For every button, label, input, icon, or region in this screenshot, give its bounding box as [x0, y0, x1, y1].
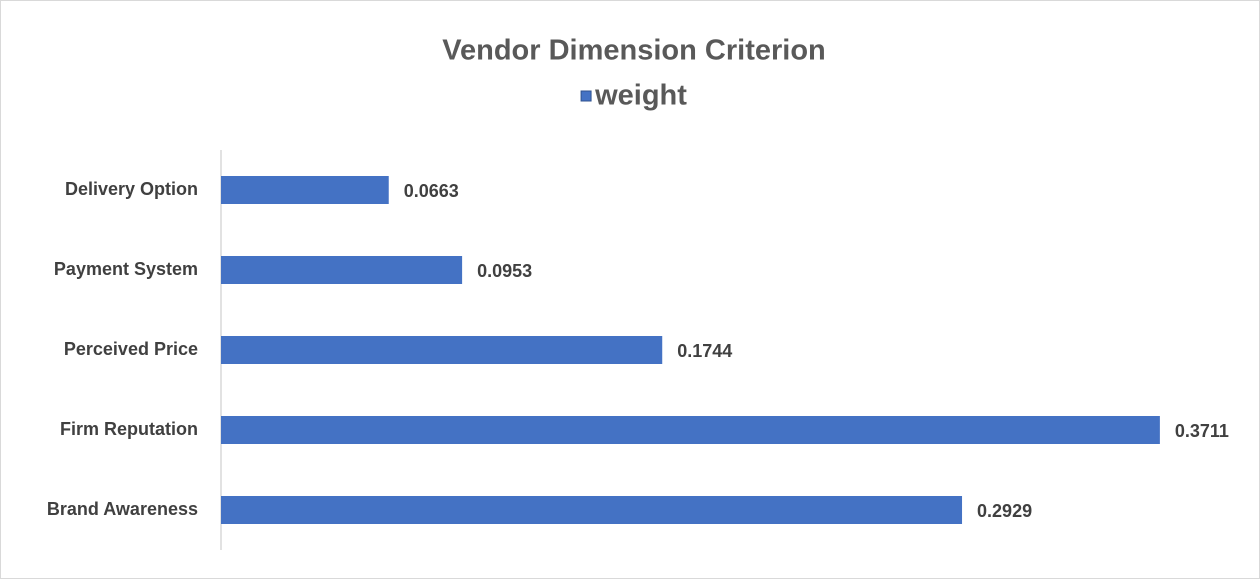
y-tick-label: Delivery Option: [65, 179, 198, 199]
value-label: 0.2929: [977, 501, 1032, 521]
bar: [221, 416, 1160, 444]
value-label: 0.0663: [404, 181, 459, 201]
bar: [221, 176, 389, 204]
value-label: 0.0953: [477, 261, 532, 281]
bar: [221, 256, 463, 284]
legend-swatch: [580, 90, 592, 102]
value-label: 0.1744: [677, 341, 732, 361]
bar: [221, 336, 663, 364]
y-tick-label: Brand Awareness: [47, 499, 198, 519]
value-label: 0.3711: [1175, 421, 1229, 441]
chart-title: Vendor Dimension Criterion: [442, 35, 826, 67]
y-tick-label: Firm Reputation: [60, 419, 198, 439]
bar: [221, 496, 963, 524]
legend-label: weight: [594, 80, 687, 112]
y-tick-label: Perceived Price: [64, 339, 198, 359]
y-tick-label: Payment System: [54, 259, 198, 279]
